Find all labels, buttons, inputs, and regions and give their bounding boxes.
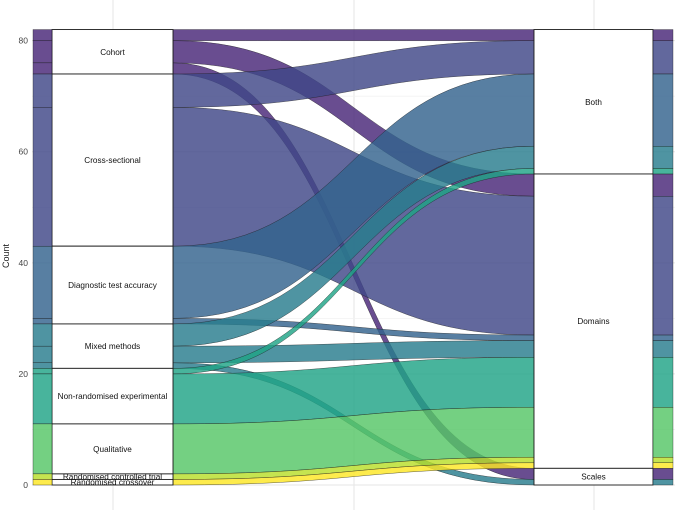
strip-right-domains <box>652 196 674 336</box>
stratum-label-cross-sectional: Cross-sectional <box>84 156 141 165</box>
strip-left-qualitative <box>32 423 53 475</box>
stratum-right-domains <box>533 173 654 469</box>
strip-left-cross-sectional <box>32 107 53 247</box>
strip-left-cohort <box>32 29 53 41</box>
strip-left-cross-sectional <box>32 73 53 108</box>
strip-left-non-randomised-experimental <box>32 373 53 425</box>
stratum-label-randomised-controlled-trial: Randomised controlled trial <box>63 473 162 482</box>
stratum-label-domains: Domains <box>577 317 609 326</box>
strip-right-both <box>652 146 674 169</box>
strip-right-both <box>652 168 674 175</box>
stratum-label-diagnostic-test-accuracy: Diagnostic test accuracy <box>68 281 158 290</box>
stratum-label-qualitative: Qualitative <box>93 445 132 454</box>
strip-left-diagnostic-test-accuracy <box>32 245 53 319</box>
stratum-label-scales: Scales <box>581 473 606 482</box>
stratum-labels: Cohort Cross-sectional Diagnostic test acc… <box>58 48 610 487</box>
strip-left-randomised-controlled-trial <box>32 473 53 480</box>
stratum-left-cross-sectional <box>51 73 174 247</box>
strip-right-scales <box>652 468 674 480</box>
strip-left-non-randomised-experimental <box>32 368 53 375</box>
strip-right-both <box>652 29 674 41</box>
y-axis-ticks: 0 20 40 60 80 <box>19 36 29 490</box>
stratum-left-mixed-methods <box>51 323 174 369</box>
strip-right-domains <box>652 173 674 197</box>
stratum-left-cohort <box>51 29 174 75</box>
strip-right-domains <box>652 457 674 463</box>
strip-left-randomised-crossover <box>32 479 53 486</box>
strata <box>51 29 654 486</box>
strip-left-cohort <box>32 62 53 75</box>
strip-left-diagnostic-test-accuracy <box>32 318 53 325</box>
stratum-label-non-randomised-experimental: Non-randomised experimental <box>58 392 168 401</box>
y-tick-label: 0 <box>23 480 28 490</box>
y-tick-label: 40 <box>19 258 29 268</box>
strip-left-mixed-methods <box>32 362 53 369</box>
strip-right-domains <box>652 334 674 341</box>
stratum-label-both: Both <box>585 98 602 107</box>
stratum-label-cohort: Cohort <box>100 48 125 57</box>
strip-right-domains <box>652 407 674 458</box>
y-tick-label: 80 <box>19 36 29 46</box>
y-axis-label: Count <box>1 244 11 269</box>
flow-cohort-to-both <box>172 29 535 41</box>
stratum-label-mixed-methods: Mixed methods <box>85 342 141 351</box>
strip-right-domains <box>652 340 674 358</box>
flows <box>172 29 535 486</box>
strip-right-scales <box>652 479 674 486</box>
strip-left-mixed-methods <box>32 345 53 363</box>
strip-left-cohort <box>32 40 53 64</box>
side-strips <box>32 29 674 486</box>
strip-right-domains <box>652 462 674 469</box>
y-tick-label: 60 <box>19 147 29 157</box>
stratum-left-non-randomised-experimental <box>51 367 174 425</box>
y-tick-label: 20 <box>19 369 29 379</box>
stratum-right-both <box>533 29 654 175</box>
strip-right-domains <box>652 357 674 408</box>
strip-left-mixed-methods <box>32 323 53 347</box>
strip-right-both <box>652 40 674 75</box>
stratum-label-randomised-crossover: Randomised crossover <box>71 478 155 487</box>
strip-right-both <box>652 73 674 147</box>
